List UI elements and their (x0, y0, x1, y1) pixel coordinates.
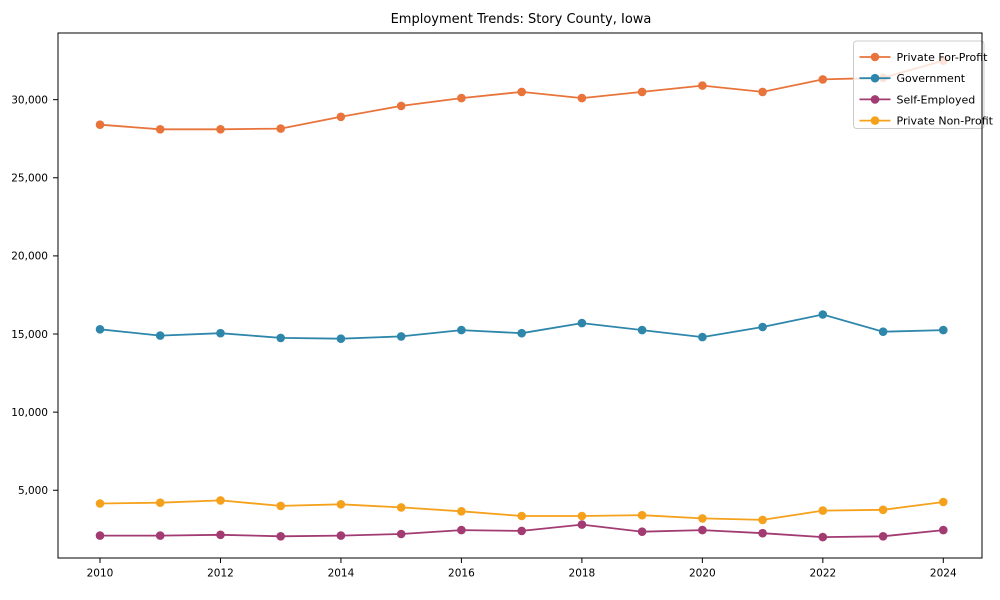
series-government (95, 310, 948, 344)
data-point-marker (818, 506, 828, 515)
data-point-marker (939, 525, 948, 535)
data-point-marker (577, 93, 587, 103)
data-point-marker (698, 514, 707, 523)
y-tick-label: 20,000 (11, 251, 48, 263)
legend-box (853, 40, 985, 129)
data-point-marker (276, 501, 286, 511)
data-point-marker (155, 498, 165, 508)
data-point-marker (396, 101, 406, 111)
x-tick-label: 2020 (689, 568, 716, 580)
axes-layer: 5,000 10,000 15,000 20,000 25,000 30,000 2010 2… (11, 94, 957, 579)
data-point-marker (336, 112, 346, 122)
x-tick-label: 2012 (207, 568, 234, 580)
data-point-marker (216, 496, 225, 505)
legend-entry-private-for-profit: Private For-Profit (859, 51, 989, 64)
legend-label: Self-Employed (897, 93, 976, 106)
series-self-employed (95, 520, 948, 542)
x-tick-label: 2016 (448, 568, 475, 580)
legend-entry-self-employed: Self-Employed (859, 93, 976, 106)
x-tick-label: 2018 (569, 568, 596, 580)
legend-sample-marker (870, 52, 880, 62)
x-tick-label: 2022 (809, 568, 836, 580)
data-point-marker (216, 530, 225, 540)
data-point-marker (276, 532, 286, 541)
y-tick-label: 25,000 (11, 173, 48, 185)
data-point-marker (818, 532, 828, 542)
chart-title: Employment Trends: Story County, Iowa (391, 12, 652, 27)
data-point-marker (517, 511, 526, 521)
data-point-marker (878, 327, 888, 337)
data-point-marker (698, 525, 707, 535)
data-point-marker (698, 81, 707, 90)
data-point-marker (818, 75, 828, 84)
data-point-marker (336, 500, 346, 509)
legend-entry-private-non-profit: Private Non-Profit (859, 115, 994, 128)
legend-entry-government: Government (859, 72, 966, 85)
data-point-marker (637, 325, 647, 335)
data-point-marker (216, 125, 225, 134)
data-point-marker (818, 310, 828, 319)
data-point-marker (276, 124, 286, 133)
data-point-marker (457, 93, 466, 103)
data-point-marker (577, 511, 587, 521)
data-point-marker (577, 520, 587, 529)
x-tick-label: 2024 (930, 568, 957, 580)
y-tick-label: 15,000 (11, 329, 48, 341)
data-point-marker (637, 87, 647, 97)
data-point-marker (758, 87, 767, 97)
data-point-marker (758, 322, 767, 332)
data-point-marker (396, 503, 406, 512)
data-point-marker (577, 318, 587, 328)
y-tick-label: 30,000 (11, 94, 48, 106)
series-layer (95, 56, 948, 542)
plot-frame-layer (57, 32, 983, 559)
legend-sample-marker (870, 95, 880, 104)
data-point-marker (95, 325, 105, 334)
data-point-marker (637, 510, 647, 520)
data-point-marker (637, 527, 647, 536)
legend-label: Government (897, 72, 966, 85)
data-point-marker (155, 531, 165, 540)
series-private-non-profit (95, 496, 948, 525)
legend-label: Private For-Profit (897, 51, 989, 64)
legend-label: Private Non-Profit (897, 115, 994, 128)
data-point-marker (396, 529, 406, 539)
data-point-marker (216, 328, 225, 338)
data-point-marker (276, 333, 286, 343)
legend-layer: Private For-Profit Government Self-Employe… (853, 40, 994, 129)
legend-sample-marker (870, 73, 880, 83)
x-tick-label: 2010 (87, 568, 114, 580)
data-point-marker (878, 532, 888, 541)
data-point-marker (336, 531, 346, 540)
data-point-marker (878, 505, 888, 515)
data-point-marker (396, 332, 406, 341)
data-point-marker (155, 125, 165, 134)
data-point-marker (95, 120, 105, 129)
y-tick-label: 5,000 (18, 485, 48, 497)
data-point-marker (336, 334, 346, 344)
data-point-marker (95, 531, 105, 540)
data-point-marker (758, 515, 767, 525)
data-point-marker (939, 497, 948, 507)
series-private-for-profit (95, 56, 948, 134)
data-point-marker (758, 528, 767, 538)
data-point-marker (517, 328, 526, 338)
data-point-marker (457, 507, 466, 516)
data-point-marker (155, 331, 165, 340)
data-point-marker (517, 526, 526, 536)
data-point-marker (95, 499, 105, 508)
plot-border (57, 32, 983, 559)
data-point-marker (457, 325, 466, 335)
data-point-marker (939, 325, 948, 335)
y-tick-label: 10,000 (11, 407, 48, 419)
x-tick-label: 2014 (328, 568, 355, 580)
data-point-marker (698, 332, 707, 342)
data-point-marker (457, 525, 466, 535)
legend-sample-marker (870, 116, 880, 125)
data-point-marker (517, 87, 526, 97)
